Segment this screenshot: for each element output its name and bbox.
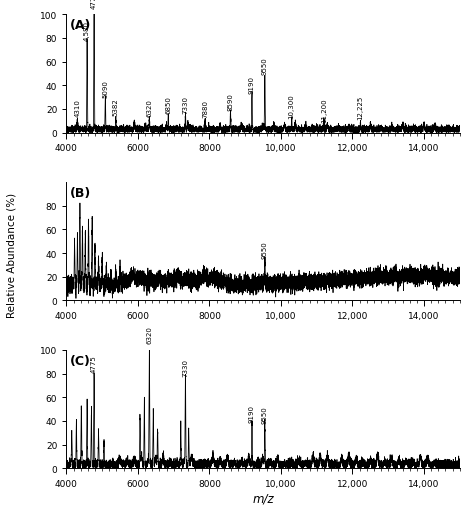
- Text: (A): (A): [70, 19, 91, 32]
- Text: 7880: 7880: [202, 100, 208, 118]
- Text: 9190: 9190: [249, 75, 255, 94]
- Text: 10,300: 10,300: [289, 94, 295, 119]
- Text: 5382: 5382: [113, 98, 119, 116]
- Text: 4775: 4775: [91, 0, 97, 9]
- Text: 4,580: 4,580: [84, 20, 90, 41]
- Text: 11,200: 11,200: [321, 98, 327, 123]
- Text: 7330: 7330: [182, 96, 189, 114]
- Text: 6320: 6320: [146, 326, 152, 344]
- Text: 9550: 9550: [262, 405, 268, 422]
- Text: Relative Abundance (%): Relative Abundance (%): [7, 192, 17, 317]
- Text: 7330: 7330: [182, 358, 189, 376]
- Text: 9550: 9550: [262, 57, 268, 74]
- Text: 8590: 8590: [228, 93, 234, 111]
- Text: 9190: 9190: [249, 405, 255, 422]
- Text: 4775: 4775: [91, 354, 97, 372]
- Text: (C): (C): [70, 354, 91, 367]
- Text: 5090: 5090: [102, 80, 109, 98]
- Text: 6850: 6850: [165, 96, 171, 114]
- Text: 9550: 9550: [262, 241, 268, 259]
- Text: (B): (B): [70, 186, 91, 200]
- X-axis label: m/z: m/z: [252, 492, 274, 505]
- Text: 12,225: 12,225: [357, 96, 364, 120]
- Text: 4310: 4310: [74, 99, 81, 117]
- Text: 6320: 6320: [146, 99, 152, 117]
